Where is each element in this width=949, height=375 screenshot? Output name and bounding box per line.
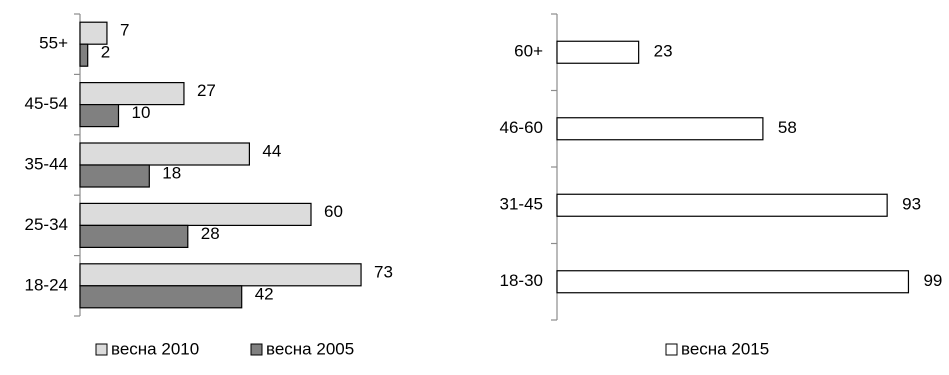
left-category-label-18-24: 18-24: [25, 275, 68, 294]
value-label-весна-2010-55: 7: [120, 21, 129, 40]
left-category-label-25-34: 25-34: [25, 215, 68, 234]
value-label-весна-2005-35-44: 18: [162, 163, 181, 182]
legend-swatch-весна-2005: [250, 343, 263, 356]
bar-весна-2005-25-34: [79, 224, 189, 248]
bar-весна-2005-35-44: [79, 164, 150, 188]
left-category-label-45-54: 45-54: [25, 94, 68, 113]
value-label-весна-2015-60: 23: [654, 42, 673, 61]
value-label-весна-2010-18-24: 73: [374, 262, 393, 281]
bar-весна-2010-35-44: [79, 142, 250, 166]
right-category-label-31-45: 31-45: [500, 195, 543, 214]
bar-весна-2005-18-24: [79, 285, 243, 309]
bar-весна-2015-31-45: [556, 193, 888, 217]
bar-весна-2010-18-24: [79, 263, 362, 287]
right-category-label-46-60: 46-60: [500, 118, 543, 137]
legend-swatch-весна-2010: [95, 343, 108, 356]
value-label-весна-2005-18-24: 42: [255, 284, 274, 303]
value-label-весна-2005-55: 2: [101, 43, 110, 62]
bar-весна-2015-46-60: [556, 117, 764, 141]
right-category-label-18-30: 18-30: [500, 271, 543, 290]
legend-label-весна-2015: весна 2015: [681, 339, 769, 358]
value-label-весна-2010-45-54: 27: [197, 81, 216, 100]
value-label-весна-2015-18-30: 99: [923, 271, 942, 290]
value-label-весна-2005-45-54: 10: [132, 103, 151, 122]
bar-весна-2015-18-30: [556, 270, 910, 294]
left-category-label-35-44: 35-44: [25, 154, 68, 173]
bar-весна-2005-55: [79, 43, 89, 67]
bar-весна-2015-60: [556, 40, 640, 64]
legend-swatch-весна-2015: [665, 343, 678, 356]
bar-весна-2010-45-54: [79, 81, 185, 106]
legend-label-весна-2005: весна 2005: [266, 339, 354, 358]
bar-весна-2010-25-34: [79, 202, 312, 226]
bar-весна-2005-45-54: [79, 103, 120, 128]
value-label-весна-2010-25-34: 60: [324, 202, 343, 221]
value-label-весна-2010-35-44: 44: [262, 141, 281, 160]
value-label-весна-2005-25-34: 28: [201, 224, 220, 243]
value-label-весна-2015-46-60: 58: [778, 118, 797, 137]
left-category-label-55: 55+: [39, 34, 68, 53]
right-category-label-60: 60+: [514, 42, 543, 61]
value-label-весна-2015-31-45: 93: [902, 195, 921, 214]
legend-label-весна-2010: весна 2010: [111, 339, 199, 358]
bar-весна-2010-55: [79, 21, 108, 45]
